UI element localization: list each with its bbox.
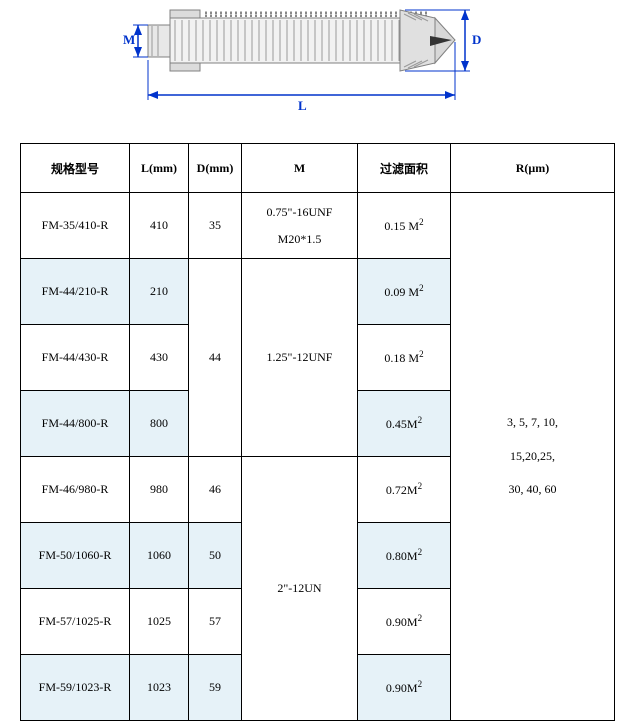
header-l: L(mm)	[130, 144, 189, 193]
cell-l: 980	[130, 457, 189, 523]
diagram-svg: L D M	[0, 0, 634, 135]
cell-area: 0.80M2	[358, 523, 451, 589]
m-line2: M20*1.5	[242, 226, 357, 252]
cell-area: 0.72M2	[358, 457, 451, 523]
cell-area: 0.09 M2	[358, 259, 451, 325]
spec-table: 规格型号 L(mm) D(mm) M 过滤面积 R(μm) FM-35/410-…	[20, 143, 615, 721]
cell-l: 1060	[130, 523, 189, 589]
cell-m: 0.75"-16UNF M20*1.5	[242, 193, 358, 259]
r-line1: 3, 5, 7, 10,	[451, 406, 614, 440]
m-line1: 0.75"-16UNF	[242, 199, 357, 225]
cell-model: FM-46/980-R	[21, 457, 130, 523]
dim-d-label: D	[472, 32, 481, 47]
cell-d: 44	[189, 259, 242, 457]
header-m: M	[242, 144, 358, 193]
cell-model: FM-35/410-R	[21, 193, 130, 259]
table-header-row: 规格型号 L(mm) D(mm) M 过滤面积 R(μm)	[21, 144, 615, 193]
header-area: 过滤面积	[358, 144, 451, 193]
cell-model: FM-44/430-R	[21, 325, 130, 391]
cell-l: 430	[130, 325, 189, 391]
header-model: 规格型号	[21, 144, 130, 193]
dim-l-label: L	[298, 98, 307, 113]
cell-l: 800	[130, 391, 189, 457]
cell-area: 0.90M2	[358, 589, 451, 655]
cell-l: 410	[130, 193, 189, 259]
cell-l: 1025	[130, 589, 189, 655]
cell-m: 2"-12UN	[242, 457, 358, 721]
header-d: D(mm)	[189, 144, 242, 193]
cell-d: 57	[189, 589, 242, 655]
cell-model: FM-50/1060-R	[21, 523, 130, 589]
cell-area: 0.45M2	[358, 391, 451, 457]
cell-model: FM-44/210-R	[21, 259, 130, 325]
cell-model: FM-44/800-R	[21, 391, 130, 457]
cell-d: 46	[189, 457, 242, 523]
cell-area: 0.15 M2	[358, 193, 451, 259]
r-line2: 15,20,25,	[451, 440, 614, 474]
cell-d: 35	[189, 193, 242, 259]
cell-d: 50	[189, 523, 242, 589]
cell-area: 0.18 M2	[358, 325, 451, 391]
cell-r: 3, 5, 7, 10, 15,20,25, 30, 40, 60	[451, 193, 615, 721]
dim-m-label: M	[123, 32, 135, 47]
technical-diagram: L D M	[0, 0, 634, 135]
cell-model: FM-57/1025-R	[21, 589, 130, 655]
cell-m: 1.25"-12UNF	[242, 259, 358, 457]
r-line3: 30, 40, 60	[451, 473, 614, 507]
table-row: FM-35/410-R 410 35 0.75"-16UNF M20*1.5 0…	[21, 193, 615, 259]
header-r: R(μm)	[451, 144, 615, 193]
cell-l: 210	[130, 259, 189, 325]
